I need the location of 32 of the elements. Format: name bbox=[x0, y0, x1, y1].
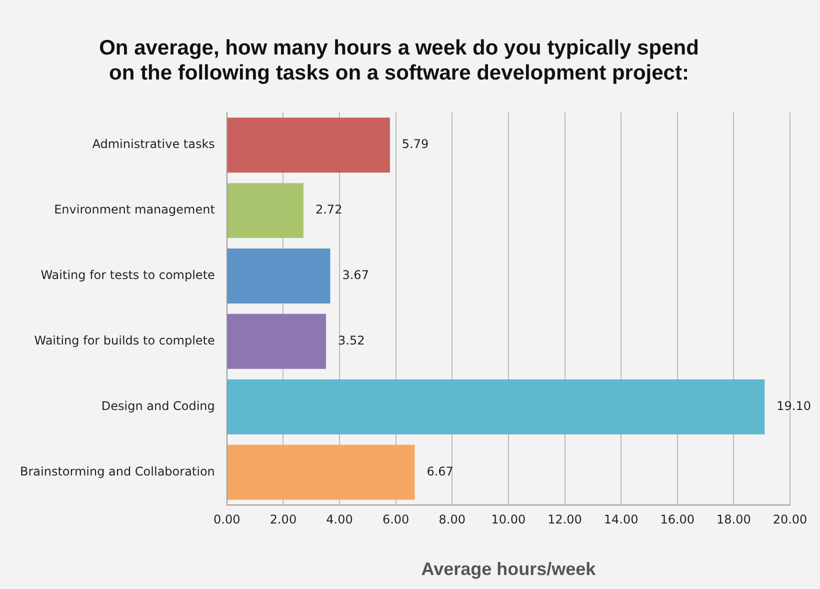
x-tick-label: 4.00 bbox=[326, 512, 353, 526]
bar bbox=[227, 248, 330, 304]
data-label: 19.10 bbox=[776, 398, 812, 413]
x-axis-title: Average hours/week bbox=[421, 559, 597, 580]
bar bbox=[227, 444, 415, 500]
text: on the following tasks on a software development project: bbox=[109, 62, 689, 85]
data-label: 5.79 bbox=[402, 137, 429, 152]
text: On average, how many hours a week do you typically spend bbox=[99, 36, 699, 60]
x-tick-label: 6.00 bbox=[382, 512, 410, 526]
y-tick-label: Environment management bbox=[54, 202, 216, 217]
x-tick-label: 16.00 bbox=[660, 512, 695, 526]
data-label: 3.52 bbox=[338, 334, 365, 348]
bar bbox=[227, 379, 765, 434]
data-label: 6.67 bbox=[426, 464, 454, 478]
y-tick-label: Waiting for tests to complete bbox=[40, 268, 215, 282]
y-tick-label: Waiting for builds to complete bbox=[34, 334, 215, 348]
x-tick-label: 10.00 bbox=[491, 512, 526, 526]
x-tick-label: 20.00 bbox=[772, 512, 808, 526]
x-tick-label: 12.00 bbox=[548, 512, 582, 526]
data-label: 2.72 bbox=[315, 202, 342, 217]
x-tick-label: 14.00 bbox=[604, 512, 638, 526]
y-tick-label: Design and Coding bbox=[101, 398, 215, 413]
data-label: 3.67 bbox=[342, 268, 369, 282]
bar bbox=[227, 183, 304, 238]
x-tick-label: 18.00 bbox=[716, 512, 751, 526]
y-tick-label: Brainstorming and Collaboration bbox=[20, 464, 215, 478]
x-tick-label: 8.00 bbox=[438, 512, 466, 526]
bar bbox=[227, 118, 390, 173]
x-tick-label: 2.00 bbox=[270, 512, 297, 526]
y-tick-label: Administrative tasks bbox=[92, 137, 215, 152]
x-tick-label: 0.00 bbox=[214, 512, 240, 526]
bar bbox=[227, 314, 326, 369]
